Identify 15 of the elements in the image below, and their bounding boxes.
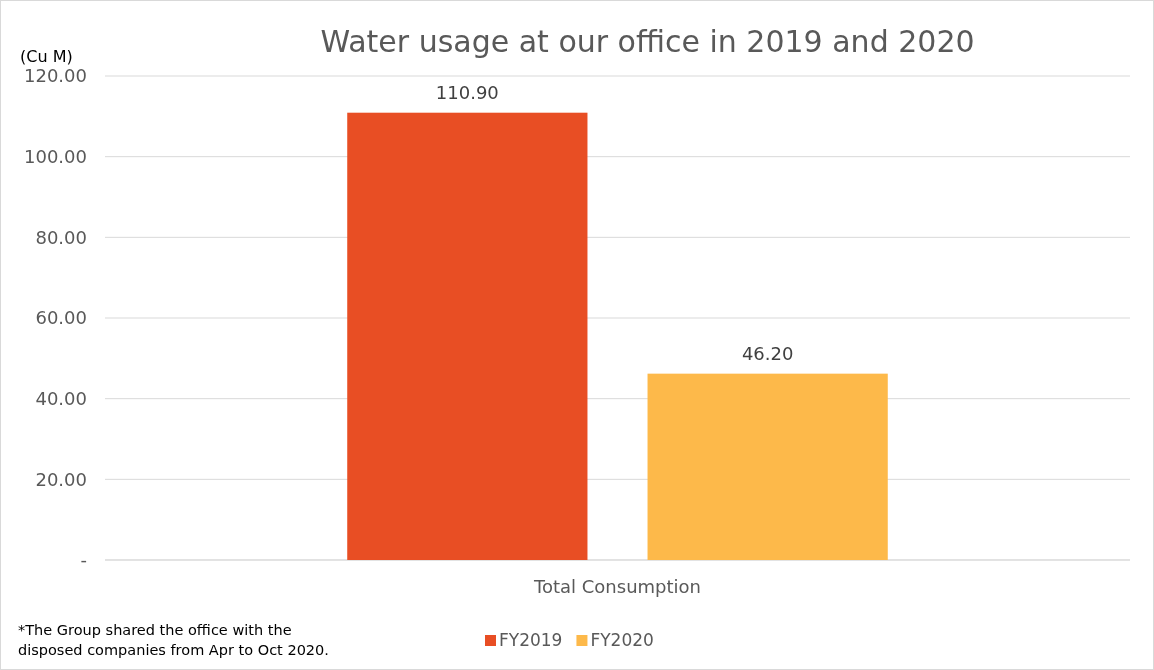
data-label: 46.20 [741, 342, 794, 364]
text: *The Group shared the office with the disposed companies from Apr to Oct 2020. [18, 621, 330, 660]
chart-title: Water usage at our office in 2019 and 2020 [320, 24, 975, 59]
y-tick-label: 120.00 [24, 65, 87, 87]
y-axis-title: (Cu M) [20, 47, 73, 66]
y-tick-label: 40.00 [35, 387, 87, 409]
legend-label: FY2020 [590, 630, 654, 650]
x-tick-label: Total Consumption [533, 575, 701, 597]
legend-label: FY2019 [499, 630, 563, 650]
y-tick-label: - [80, 549, 87, 571]
data-label: 110.90 [435, 81, 499, 103]
y-tick-label: 20.00 [35, 468, 87, 490]
y-tick-label: 60.00 [35, 307, 87, 329]
y-tick-label: 100.00 [24, 145, 87, 167]
y-tick-label: 80.00 [35, 226, 87, 248]
